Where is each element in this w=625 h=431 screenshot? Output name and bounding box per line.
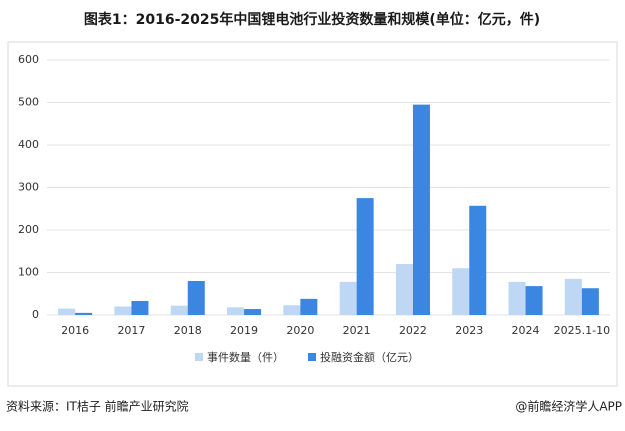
bar: [412, 104, 430, 315]
legend-swatch: [308, 353, 316, 361]
bar: [508, 281, 526, 315]
bar: [356, 198, 374, 315]
bar: [525, 286, 543, 315]
bar: [75, 312, 93, 315]
x-tick-label: 2020: [286, 324, 314, 337]
credit: @前瞻经济学人APP: [515, 399, 622, 414]
x-tick-label: 2018: [174, 324, 202, 337]
x-tick-label: 2021: [343, 324, 371, 337]
y-tick-label: 200: [18, 223, 39, 236]
legend-label: 投融资金额（亿元）: [320, 350, 419, 364]
bar: [339, 281, 357, 315]
bar: [564, 278, 582, 315]
legend-swatch: [195, 353, 203, 361]
x-tick-label: 2023: [455, 324, 483, 337]
bar: [170, 305, 188, 315]
y-tick-label: 100: [18, 266, 39, 279]
bar: [244, 309, 262, 315]
x-tick-label: 2025.1-10: [554, 324, 610, 337]
source: 资料来源：IT桔子 前瞻产业研究院: [6, 399, 189, 414]
bar: [395, 264, 413, 315]
bar: [187, 281, 205, 315]
x-tick-label: 2016: [61, 324, 89, 337]
chart-frame: [7, 41, 618, 387]
x-tick-label: 2022: [399, 324, 427, 337]
bar: [300, 298, 318, 315]
chart-title: 图表1：2016-2025年中国锂电池行业投资数量和规模(单位：亿元，件): [84, 11, 540, 28]
bar: [469, 205, 487, 315]
y-tick-label: 300: [18, 181, 39, 194]
bar: [283, 305, 301, 315]
y-tick-label: 600: [18, 53, 39, 66]
bar: [131, 300, 149, 315]
bar: [114, 306, 132, 315]
x-tick-label: 2019: [230, 324, 258, 337]
legend-label: 事件数量（件）: [207, 351, 284, 364]
bar: [58, 308, 76, 315]
y-tick-label: 500: [18, 96, 39, 109]
y-tick-label: 400: [18, 138, 39, 151]
x-tick-label: 2017: [117, 324, 145, 337]
y-tick-label: 0: [32, 308, 39, 321]
bar: [227, 307, 245, 315]
x-tick-label: 2024: [512, 324, 540, 337]
bar: [452, 268, 470, 315]
bar: [581, 288, 599, 315]
